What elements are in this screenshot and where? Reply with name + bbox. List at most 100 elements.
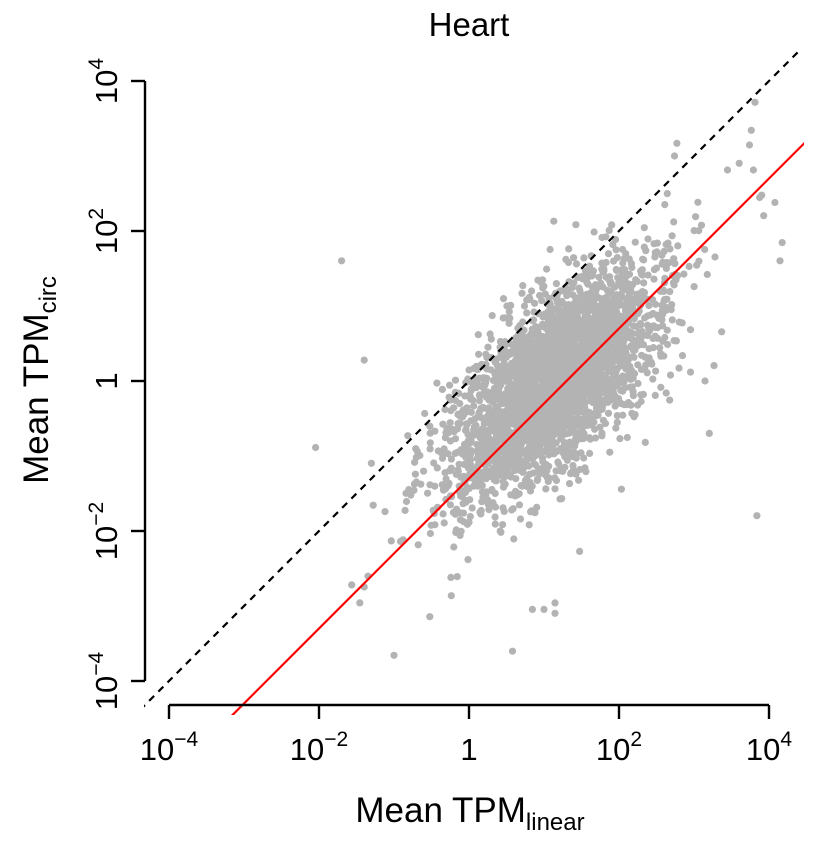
data-point xyxy=(606,273,614,281)
data-point xyxy=(611,352,620,360)
data-point xyxy=(613,312,621,320)
data-point xyxy=(600,306,608,314)
y-tick-label: 102 xyxy=(85,208,124,254)
data-point xyxy=(634,337,642,345)
data-point xyxy=(630,315,638,323)
data-point xyxy=(532,446,540,454)
data-point xyxy=(576,547,584,556)
data-point xyxy=(686,326,695,334)
data-point xyxy=(533,503,541,511)
data-point xyxy=(587,306,595,314)
data-point xyxy=(557,321,565,329)
data-point xyxy=(575,386,583,394)
data-point xyxy=(475,397,484,405)
data-point xyxy=(424,489,432,497)
data-point xyxy=(776,257,784,265)
data-point xyxy=(523,309,531,317)
data-point xyxy=(577,435,585,443)
chart-title: Heart xyxy=(429,6,510,43)
data-point xyxy=(668,301,676,309)
x-axis-label-main: Mean TPM xyxy=(355,791,526,830)
data-point xyxy=(476,446,484,454)
data-point xyxy=(675,364,683,372)
data-point xyxy=(579,351,587,359)
data-point xyxy=(651,249,659,257)
data-point xyxy=(573,310,581,318)
data-point xyxy=(697,221,706,229)
data-point xyxy=(703,270,711,279)
data-point xyxy=(446,381,454,389)
data-point xyxy=(446,419,454,427)
data-point xyxy=(612,424,620,432)
data-point xyxy=(501,420,509,428)
data-point xyxy=(613,418,621,426)
data-point xyxy=(467,395,476,403)
data-point xyxy=(531,367,539,375)
data-point xyxy=(445,393,453,401)
data-point xyxy=(581,464,589,472)
data-point xyxy=(562,310,570,318)
data-point xyxy=(459,500,467,508)
data-point xyxy=(678,319,686,327)
data-point xyxy=(491,513,499,521)
data-point xyxy=(452,470,460,478)
data-point xyxy=(426,613,434,621)
data-point xyxy=(778,239,786,247)
data-point xyxy=(666,371,675,379)
data-point xyxy=(520,375,528,383)
data-point xyxy=(534,276,542,284)
data-point xyxy=(467,435,475,443)
data-point xyxy=(604,250,613,258)
data-point xyxy=(694,198,702,206)
data-point xyxy=(569,349,577,357)
data-point xyxy=(595,338,603,346)
data-point xyxy=(543,265,551,273)
data-point xyxy=(527,508,535,516)
data-point xyxy=(584,390,592,399)
data-point xyxy=(609,300,617,308)
data-point xyxy=(673,139,681,147)
x-axis: 10−4 10−2 1 102 104 xyxy=(140,703,792,767)
data-point xyxy=(670,281,678,289)
data-point xyxy=(663,259,671,267)
data-point xyxy=(487,335,495,343)
x-axis-label: Mean TPMlinear xyxy=(355,791,584,836)
data-point xyxy=(640,256,648,264)
data-point xyxy=(461,392,469,400)
x-tick-label: 102 xyxy=(596,728,642,767)
data-point xyxy=(525,293,533,301)
data-point xyxy=(546,422,554,430)
data-point xyxy=(619,411,627,419)
data-point xyxy=(605,309,613,317)
data-point xyxy=(474,429,482,437)
data-point xyxy=(616,435,624,443)
data-point xyxy=(634,361,642,369)
data-point xyxy=(507,473,515,481)
reference-lines xyxy=(144,50,804,715)
data-point xyxy=(638,351,646,359)
data-point xyxy=(565,480,574,488)
data-point xyxy=(528,482,536,490)
data-point xyxy=(616,362,624,370)
data-point xyxy=(446,501,454,509)
data-point xyxy=(660,247,668,255)
data-point xyxy=(524,430,532,438)
data-point xyxy=(599,268,607,276)
data-point xyxy=(718,328,726,336)
data-point xyxy=(404,432,412,440)
data-point xyxy=(519,318,527,326)
data-point xyxy=(539,431,548,439)
data-point xyxy=(598,429,606,437)
y-tick-label: 104 xyxy=(85,58,124,104)
data-point xyxy=(572,408,580,416)
data-point xyxy=(659,337,667,345)
data-point xyxy=(560,358,568,366)
data-point xyxy=(581,298,589,306)
data-point xyxy=(538,417,546,425)
fit-line xyxy=(230,141,804,715)
data-point xyxy=(499,295,508,303)
data-point xyxy=(656,344,664,352)
data-point xyxy=(312,443,320,452)
data-point xyxy=(662,389,670,397)
data-point xyxy=(426,445,434,453)
